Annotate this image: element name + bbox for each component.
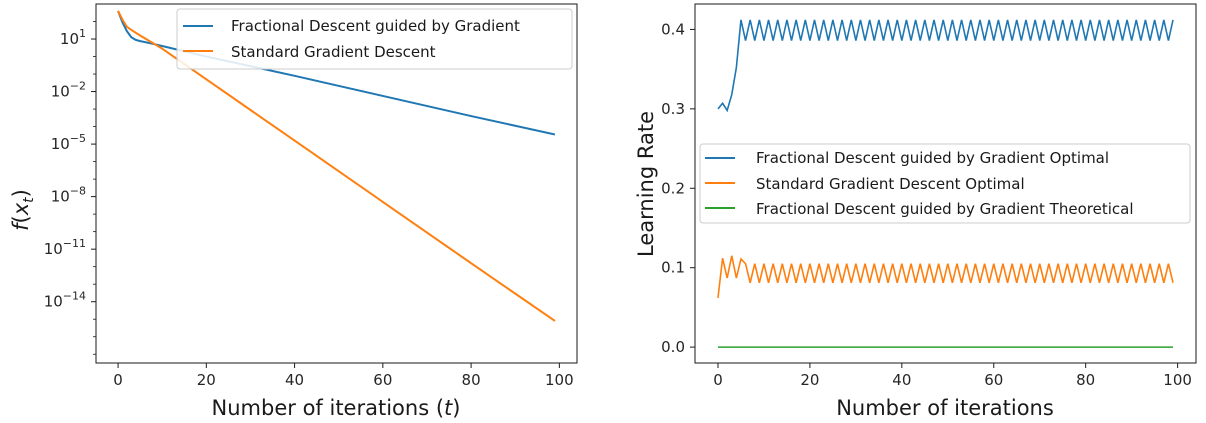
left-legend-label-fractional: Fractional Descent guided by Gradient bbox=[231, 17, 520, 35]
left-plot-frame bbox=[95, 3, 578, 364]
right-x-tick-label: 40 bbox=[892, 371, 911, 389]
left-x-tick-label: 80 bbox=[462, 371, 481, 389]
right-series-fractional-descent-guided-by-gradient-optimal bbox=[717, 19, 1174, 113]
right-y-tick-label: 0.0 bbox=[661, 338, 685, 356]
right-legend-box bbox=[699, 143, 1191, 224]
left-x-axis-label: Number of iterations (t) bbox=[212, 396, 461, 420]
right-y-tick-label: 0.2 bbox=[661, 179, 685, 197]
right-legend: Fractional Descent guided by Gradient Op… bbox=[699, 143, 1191, 224]
left-series-standard-gradient-descent bbox=[117, 10, 556, 322]
right-x-tick-label: 0 bbox=[713, 371, 723, 389]
left-y-tick-label: 10−8 bbox=[51, 185, 86, 206]
left-series-fractional-descent-guided-by-gradient bbox=[117, 10, 556, 136]
right-legend-label-fractional-optimal: Fractional Descent guided by Gradient Op… bbox=[756, 149, 1109, 167]
left-y-tick-label: 10−11 bbox=[44, 237, 86, 258]
right-series-standard-gradient-descent-optimal bbox=[717, 255, 1174, 298]
right-y-tick-label: 0.1 bbox=[661, 259, 685, 277]
right-x-tick-label: 80 bbox=[1076, 371, 1095, 389]
right-chart: 0 20 40 60 80 100 0.0 0.1 0.2 0.3 0.4 Number of it… bbox=[634, 3, 1197, 420]
left-legend-box bbox=[176, 8, 573, 70]
right-y-axis-label: Learning Rate bbox=[634, 111, 658, 257]
right-x-axis-label: Number of iterations bbox=[836, 396, 1054, 420]
left-chart: 0 20 40 60 80 100 101 10−2 10−5 10−8 10−11 10−14 Nu… bbox=[9, 3, 578, 420]
right-x-tick-label: 20 bbox=[800, 371, 819, 389]
left-x-tick-label: 60 bbox=[373, 371, 392, 389]
left-y-axis-label: f(xt) bbox=[9, 189, 37, 231]
right-x-tick-label: 100 bbox=[1163, 371, 1192, 389]
left-x-tick-label: 40 bbox=[285, 371, 304, 389]
left-legend: Fractional Descent guided by Gradient St… bbox=[176, 8, 573, 70]
left-y-tick-label: 101 bbox=[60, 27, 86, 48]
right-plot-frame bbox=[694, 3, 1197, 364]
left-y-tick-label: 10−2 bbox=[51, 80, 86, 101]
right-x-tick-label: 60 bbox=[984, 371, 1003, 389]
right-legend-label-fractional-theoretical: Fractional Descent guided by Gradient Th… bbox=[756, 200, 1133, 218]
right-y-tick-label: 0.4 bbox=[661, 20, 685, 38]
left-x-tick-label: 20 bbox=[197, 371, 216, 389]
left-y-tick-label: 10−5 bbox=[51, 132, 86, 153]
left-x-tick-label: 100 bbox=[545, 371, 574, 389]
right-legend-label-standard-optimal: Standard Gradient Descent Optimal bbox=[756, 175, 1025, 193]
left-y-tick-label: 10−14 bbox=[44, 290, 86, 311]
right-y-tick-label: 0.3 bbox=[661, 100, 685, 118]
left-legend-label-standard: Standard Gradient Descent bbox=[231, 43, 436, 61]
left-x-tick-label: 0 bbox=[113, 371, 123, 389]
